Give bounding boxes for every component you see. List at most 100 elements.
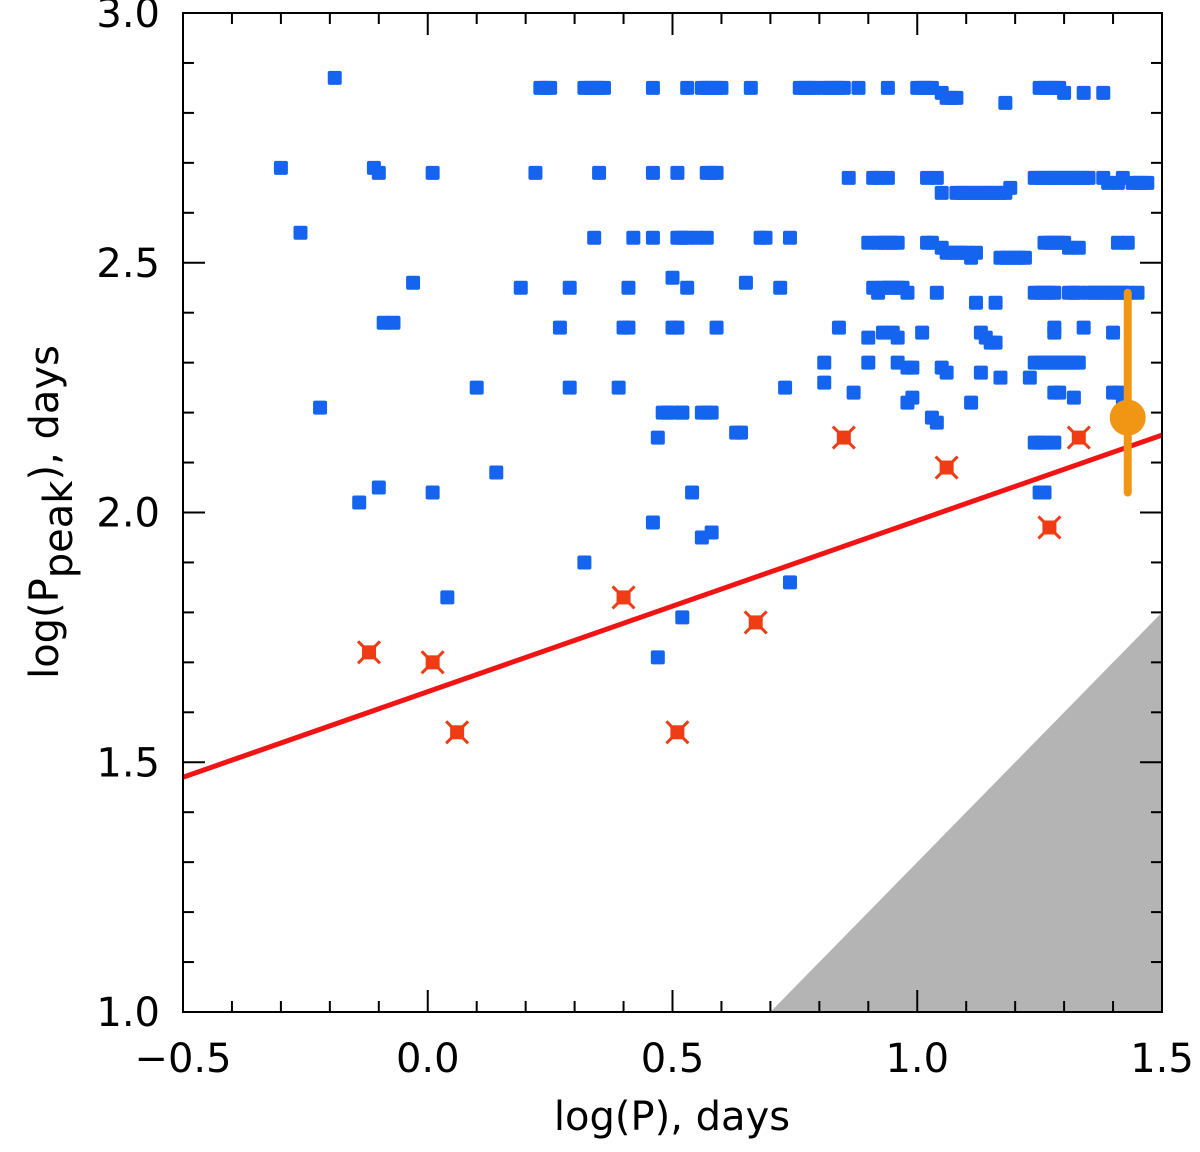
data-point-233 (1047, 320, 1062, 335)
y-tick-label: 1.0 (96, 990, 160, 1036)
data-point-125 (905, 360, 920, 375)
data-point-1 (327, 70, 342, 85)
data-point-258 (1120, 235, 1135, 250)
y-axis-label-prefix: log(P (22, 578, 68, 679)
data-point-169 (973, 365, 988, 380)
data-point-109 (900, 285, 915, 300)
y-axis-label-suffix: ), days (22, 345, 68, 480)
data-point-38 (645, 80, 660, 95)
data-point-183 (1022, 370, 1037, 385)
data-point-60 (680, 80, 695, 95)
fit-line (183, 432, 1162, 780)
data-point-14 (469, 380, 484, 395)
data-point-4 (371, 165, 386, 180)
data-point-172 (993, 370, 1008, 385)
data-point-8 (406, 275, 421, 290)
y-tick-label: 1.5 (96, 740, 160, 786)
data-point-148 (968, 245, 983, 260)
data-point-2 (293, 225, 308, 240)
data-point-59 (675, 405, 690, 420)
cross-marker-3 (611, 585, 636, 610)
data-point-118 (890, 235, 905, 250)
data-point-39 (645, 165, 660, 180)
data-point-71 (704, 405, 719, 420)
data-point-10 (386, 315, 401, 330)
data-point-120 (880, 80, 895, 95)
data-point-58 (675, 610, 690, 625)
data-point-21 (552, 320, 567, 335)
cross-marker-5 (743, 610, 768, 635)
y-tick-label: 2.0 (96, 491, 160, 537)
data-point-55 (699, 230, 714, 245)
data-point-236 (1052, 385, 1067, 400)
data-point-256 (1106, 325, 1121, 340)
cross-lines (831, 425, 856, 450)
data-point-46 (670, 320, 685, 335)
x-tick-label: 1.5 (1130, 1036, 1194, 1082)
data-point-68 (709, 165, 724, 180)
data-point-57 (685, 485, 700, 500)
data-point-42 (650, 650, 665, 665)
y-tick-label: 3.0 (96, 0, 160, 37)
data-point-77 (738, 275, 753, 290)
data-point-133 (929, 415, 944, 430)
cross-lines (445, 720, 470, 745)
data-point-17 (528, 165, 543, 180)
cross-lines (934, 455, 959, 480)
data-point-40 (645, 515, 660, 530)
data-point-32 (611, 380, 626, 395)
data-point-15 (489, 465, 504, 480)
data-point-97 (831, 320, 846, 335)
data-point-35 (621, 280, 636, 295)
cross-marker-9 (1066, 425, 1091, 450)
data-point-99 (846, 385, 861, 400)
data-point-98 (841, 170, 856, 185)
data-point-250 (1130, 285, 1145, 300)
data-point-100 (861, 330, 876, 345)
data-point-34 (621, 320, 636, 335)
cross-marker-2 (445, 720, 470, 745)
data-point-22 (562, 280, 577, 295)
cross-lines (420, 650, 445, 675)
cross-marker-1 (420, 650, 445, 675)
data-point-93 (836, 80, 851, 95)
data-point-96 (817, 375, 832, 390)
data-point-136 (934, 185, 949, 200)
cross-marker-8 (1037, 515, 1062, 540)
data-point-83 (782, 575, 797, 590)
cross-marker-6 (831, 425, 856, 450)
data-point-127 (905, 390, 920, 405)
data-point-78 (743, 80, 758, 95)
data-point-48 (670, 165, 685, 180)
data-point-84 (782, 230, 797, 245)
data-point-72 (709, 320, 724, 335)
data-point-110 (861, 355, 876, 370)
data-point-80 (758, 230, 773, 245)
y-tick-label: 2.5 (96, 241, 160, 287)
data-point-5 (313, 400, 328, 415)
cross-lines (356, 640, 382, 665)
x-axis-label: log(P), days (554, 1094, 790, 1140)
data-point-74 (704, 525, 719, 540)
y-axis-label: log(Ppeak), days (22, 345, 82, 679)
data-point-123 (890, 330, 905, 345)
data-point-140 (929, 285, 944, 300)
data-point-168 (968, 295, 983, 310)
cross-marker-7 (934, 455, 959, 480)
highlight-point (1109, 399, 1146, 436)
cross-marker-0 (356, 640, 382, 665)
data-point-56 (680, 280, 695, 295)
data-point-30 (587, 230, 602, 245)
data-point-31 (592, 165, 607, 180)
data-point-176 (988, 295, 1003, 310)
data-point-16 (513, 280, 528, 295)
data-point-41 (650, 430, 665, 445)
y-axis-label-subscript: peak (36, 480, 82, 579)
data-point-13 (440, 590, 455, 605)
data-point-229 (1071, 240, 1086, 255)
data-point-173 (998, 95, 1013, 110)
data-point-154 (939, 365, 954, 380)
x-tick-label: 1.0 (885, 1036, 949, 1082)
